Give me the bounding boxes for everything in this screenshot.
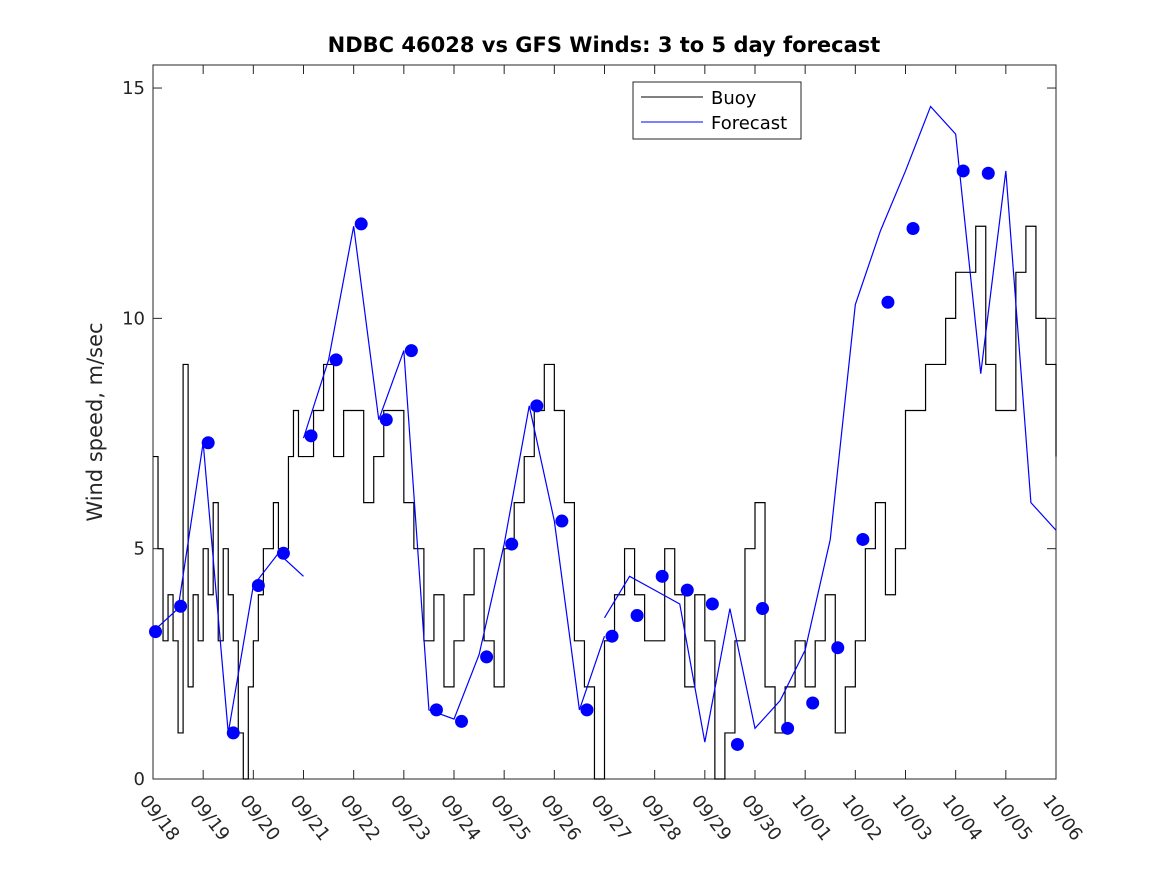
forecast-marker [201, 436, 215, 450]
forecast-marker [705, 597, 719, 611]
forecast-marker [379, 413, 393, 427]
forecast-marker [404, 344, 418, 358]
forecast-marker [856, 532, 870, 546]
forecast-marker [149, 625, 163, 639]
forecast-marker [505, 537, 519, 551]
y-tick-label: 0 [134, 769, 145, 790]
forecast-marker [329, 353, 343, 367]
legend: Buoy Forecast [632, 81, 802, 140]
forecast-marker [680, 583, 694, 597]
forecast-marker [480, 650, 494, 664]
legend-buoy-label: Buoy [711, 88, 757, 109]
forecast-marker [580, 703, 594, 717]
y-axis-label: Wind speed, m/sec [83, 322, 107, 521]
forecast-marker [530, 399, 544, 413]
forecast-marker [881, 295, 895, 309]
forecast-marker [730, 737, 744, 751]
forecast-marker [276, 546, 290, 560]
plot-series [149, 105, 1057, 780]
forecast-line [904, 105, 1057, 531]
legend-forecast-label: Forecast [711, 113, 787, 134]
y-tick-label: 10 [122, 308, 145, 329]
forecast-marker [429, 703, 443, 717]
forecast-marker [655, 569, 669, 583]
y-axis: 0 5 10 15 [122, 78, 1056, 790]
forecast-marker [756, 602, 770, 616]
forecast-marker [981, 166, 995, 180]
forecast-line [603, 170, 907, 743]
forecast-markers [149, 164, 995, 751]
forecast-marker [174, 599, 188, 613]
chart-title: NDBC 46028 vs GFS Winds: 3 to 5 day fore… [328, 33, 881, 57]
forecast-marker [781, 721, 795, 735]
forecast-marker [304, 429, 318, 443]
forecast-marker [906, 222, 920, 236]
forecast-marker [605, 629, 619, 643]
y-tick-label: 5 [134, 539, 145, 560]
forecast-marker [455, 714, 469, 728]
forecast-line [302, 226, 606, 720]
forecast-marker [806, 696, 820, 710]
forecast-marker [831, 641, 845, 655]
y-tick-label: 15 [122, 78, 145, 99]
forecast-marker [956, 164, 970, 178]
forecast-marker [226, 726, 240, 740]
forecast-marker [251, 579, 265, 593]
legend-box [632, 81, 802, 140]
forecast-marker [555, 514, 569, 528]
forecast-marker [630, 608, 644, 622]
forecast-marker [354, 217, 368, 231]
